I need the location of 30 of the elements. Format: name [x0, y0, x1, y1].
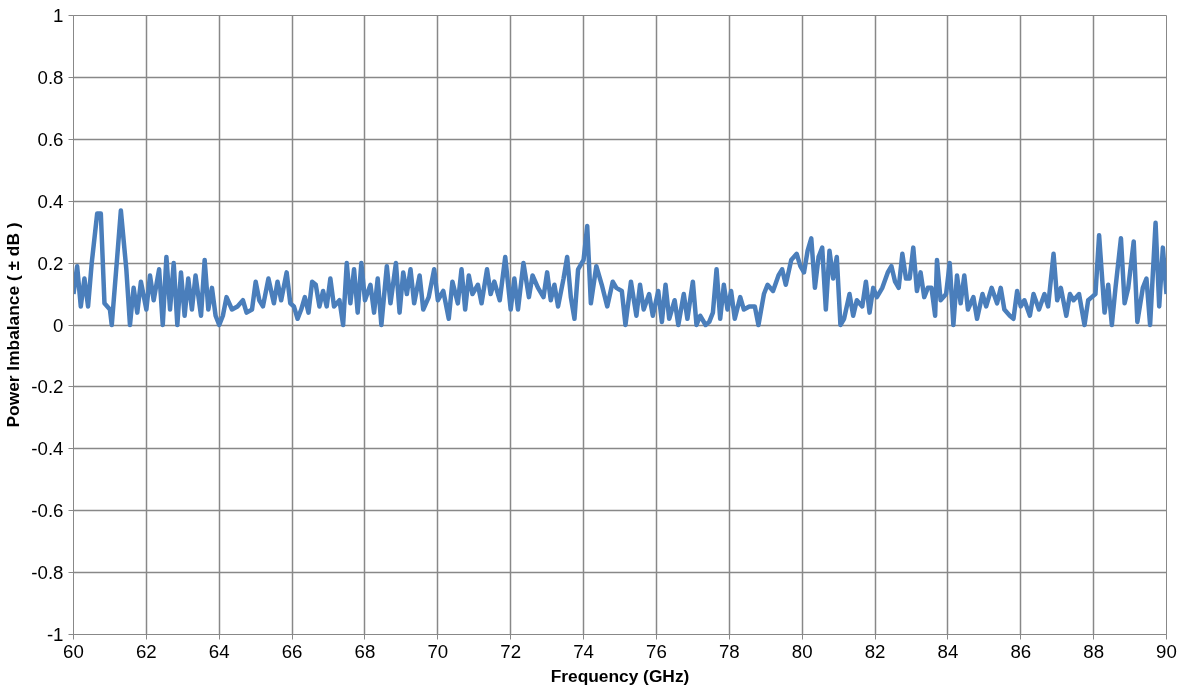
y-tick-label: 0.8	[37, 66, 64, 88]
y-tick-label: 0.2	[37, 252, 64, 274]
x-tick-label: 72	[500, 640, 522, 662]
y-tick-label: 1	[53, 5, 64, 26]
y-tick-label: 0.6	[37, 128, 64, 150]
x-tick-label: 82	[864, 640, 886, 662]
y-tick-label: -0.6	[31, 500, 64, 522]
x-tick-label: 86	[1010, 640, 1032, 662]
y-tick-label: -1	[46, 624, 64, 645]
x-tick-label: 76	[646, 640, 667, 662]
y-axis-title: Power Imbalance ( ± dB )	[3, 222, 24, 428]
x-tick-label: 80	[791, 640, 813, 662]
line-series	[73, 208, 1167, 328]
x-tick-label: 88	[1083, 640, 1105, 662]
x-tick-label: 62	[135, 640, 157, 662]
y-tick-label: 0.4	[37, 190, 64, 212]
y-tick-label: -0.4	[31, 438, 64, 460]
x-tick-label: 74	[573, 640, 594, 662]
y-tick-label: 0	[53, 314, 64, 336]
x-tick-label: 68	[354, 640, 376, 662]
x-tick-label: 90	[1156, 640, 1177, 662]
x-tick-label: 64	[208, 640, 230, 662]
x-tick-label: 78	[718, 640, 740, 662]
x-tick-label: 66	[281, 640, 303, 662]
x-tick-label: 84	[937, 640, 959, 662]
x-tick-label: 70	[427, 640, 449, 662]
y-tick-label: -0.2	[31, 376, 64, 398]
x-tick-label: 60	[63, 640, 84, 662]
x-axis-title: Frequency (GHz)	[550, 665, 690, 686]
y-tick-label: -0.8	[31, 562, 64, 584]
